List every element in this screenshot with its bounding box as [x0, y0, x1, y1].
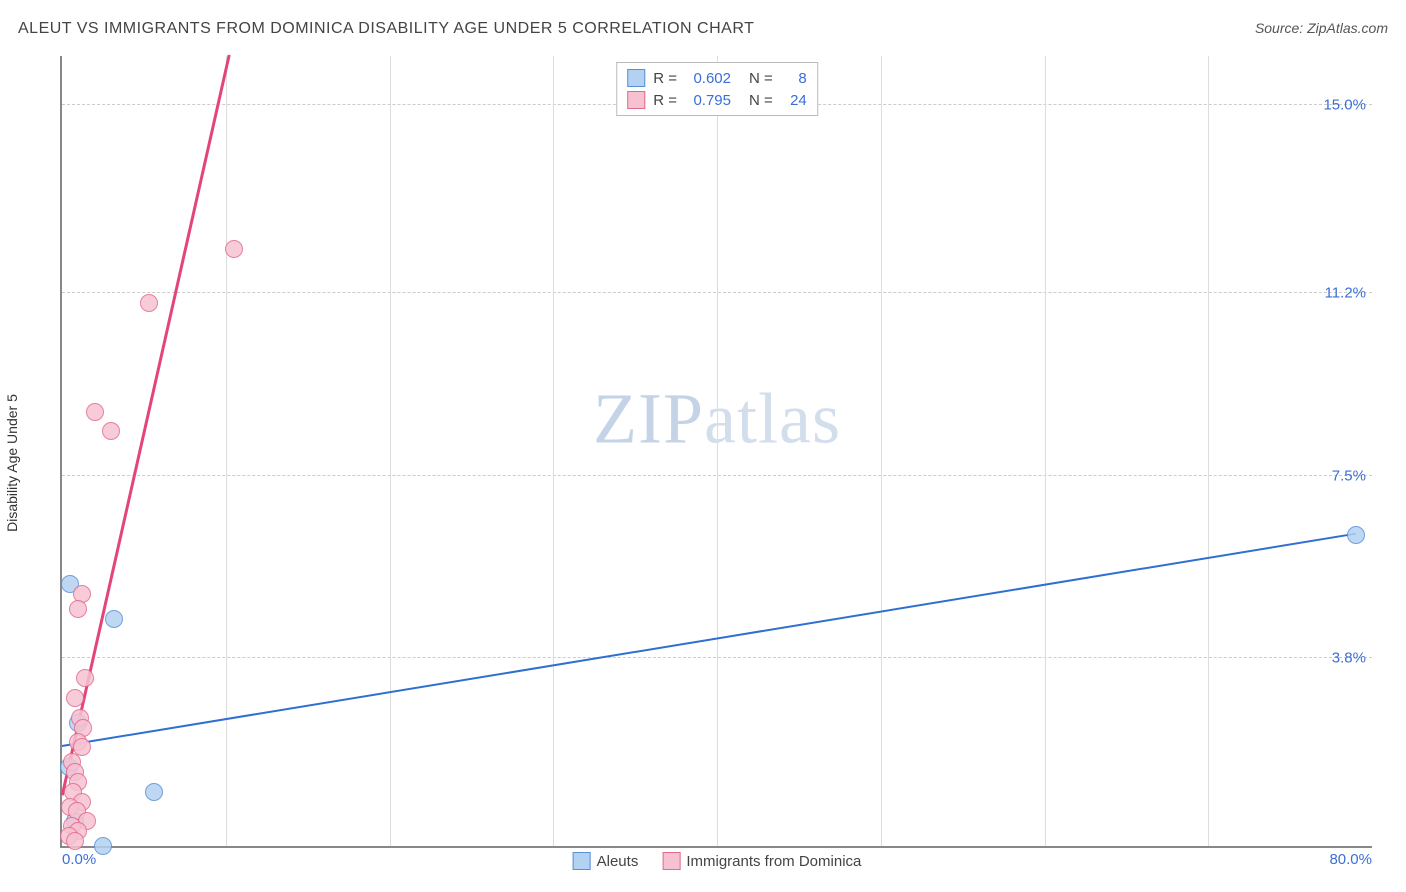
- grid-line-v: [390, 56, 391, 846]
- grid-line-v: [553, 56, 554, 846]
- legend-stats: R = 0.602 N = 8 R = 0.795 N = 24: [616, 62, 818, 116]
- trend-line-aleuts: [62, 533, 1356, 747]
- legend-n-value: 8: [781, 70, 807, 87]
- data-point-dominica: [140, 294, 158, 312]
- y-tick-label: 11.2%: [1306, 285, 1366, 302]
- x-tick-label: 0.0%: [62, 851, 96, 868]
- chart-source: Source: ZipAtlas.com: [1255, 20, 1388, 36]
- x-tick-label: 80.0%: [1329, 851, 1372, 868]
- legend-swatch: [627, 69, 645, 87]
- legend-swatch: [573, 852, 591, 870]
- legend-label: Immigrants from Dominica: [686, 853, 861, 870]
- legend-n-label: N =: [749, 70, 773, 87]
- watermark-bold: ZIP: [593, 379, 704, 459]
- data-point-dominica: [86, 403, 104, 421]
- legend-r-value: 0.795: [685, 92, 731, 109]
- legend-n-value: 24: [781, 92, 807, 109]
- legend-stats-row: R = 0.795 N = 24: [627, 89, 807, 111]
- data-point-dominica: [66, 689, 84, 707]
- legend-swatch: [662, 852, 680, 870]
- data-point-dominica: [225, 240, 243, 258]
- legend-r-label: R =: [653, 70, 677, 87]
- chart-header: ALEUT VS IMMIGRANTS FROM DOMINICA DISABI…: [18, 20, 1388, 38]
- data-point-aleuts: [94, 837, 112, 855]
- grid-line-v: [717, 56, 718, 846]
- legend-n-label: N =: [749, 92, 773, 109]
- data-point-aleuts: [105, 610, 123, 628]
- plot-region: ZIPatlas 3.8%7.5%11.2%15.0%0.0%80.0%R =0…: [60, 56, 1372, 848]
- y-tick-label: 7.5%: [1306, 467, 1366, 484]
- legend-item: Aleuts: [573, 852, 639, 870]
- watermark-rest: atlas: [704, 379, 841, 459]
- legend-item: Immigrants from Dominica: [662, 852, 861, 870]
- legend-label: Aleuts: [597, 853, 639, 870]
- y-axis-label: Disability Age Under 5: [4, 394, 20, 532]
- data-point-dominica: [76, 669, 94, 687]
- data-point-dominica: [66, 832, 84, 850]
- grid-line-v: [881, 56, 882, 846]
- legend-swatch: [627, 91, 645, 109]
- legend-series: Aleuts Immigrants from Dominica: [573, 852, 862, 870]
- data-point-dominica: [69, 600, 87, 618]
- legend-stats-row: R = 0.602 N = 8: [627, 67, 807, 89]
- y-tick-label: 3.8%: [1306, 650, 1366, 667]
- data-point-aleuts: [145, 783, 163, 801]
- grid-line-v: [1045, 56, 1046, 846]
- chart-title: ALEUT VS IMMIGRANTS FROM DOMINICA DISABI…: [18, 20, 754, 38]
- data-point-aleuts: [1347, 526, 1365, 544]
- legend-r-value: 0.602: [685, 70, 731, 87]
- grid-line-v: [1208, 56, 1209, 846]
- chart-area: Disability Age Under 5 ZIPatlas 3.8%7.5%…: [18, 48, 1388, 878]
- y-tick-label: 15.0%: [1306, 97, 1366, 114]
- legend-r-label: R =: [653, 92, 677, 109]
- grid-line-v: [226, 56, 227, 846]
- data-point-dominica: [102, 422, 120, 440]
